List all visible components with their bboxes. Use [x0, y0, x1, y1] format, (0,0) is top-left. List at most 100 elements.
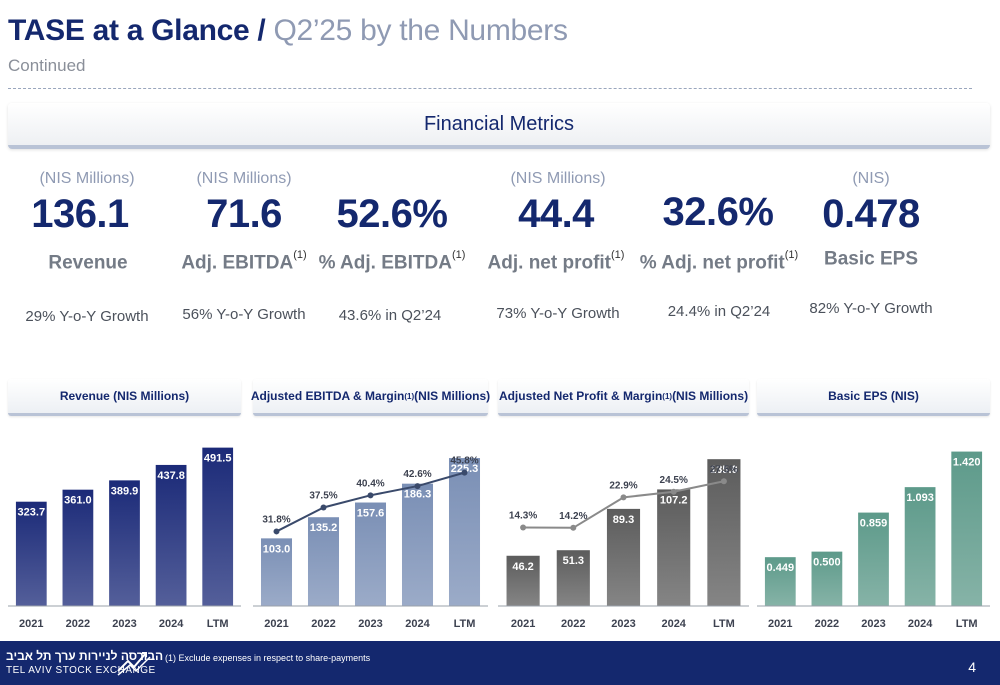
- revenue-category-label: 2021: [19, 618, 43, 630]
- revenue-bar-ltm: [202, 447, 234, 606]
- banner-label: Financial Metrics: [423, 113, 575, 135]
- metric-unit-ebitda: (NIS Millions): [196, 170, 292, 187]
- footnote-marker: (1): [662, 391, 673, 401]
- footer-bar: הבורסה לניירות ערך תל אביב TEL AVIV STOC…: [0, 641, 1000, 685]
- eps-bar-2022: [811, 551, 843, 606]
- revenue-value-label: 491.5: [204, 453, 232, 465]
- metric-label-ebitda-margin: % Adj. EBITDA(1): [318, 249, 466, 274]
- net-profit-category-label: LTM: [713, 618, 735, 630]
- net-profit-bar-2024: [657, 489, 691, 606]
- metric-value-net-margin: 32.6%: [662, 190, 774, 234]
- net-profit-category-label: 2024: [661, 618, 686, 630]
- financial-metrics-banner: Financial Metrics: [8, 103, 990, 149]
- revenue-value-label: 389.9: [111, 485, 139, 497]
- ebitda-margin-point: [273, 528, 280, 535]
- eps-category-label: 2023: [861, 618, 885, 630]
- metric-label-net-margin: % Adj. net profit(1): [639, 249, 799, 274]
- metric-unit-net-profit: (NIS Millions): [510, 170, 606, 187]
- dashed-divider: [8, 88, 972, 89]
- chart-title-text: Revenue (NIS Millions): [59, 389, 190, 403]
- chart-title-suffix: (NIS Millions): [414, 389, 491, 403]
- footnote-marker: (1): [784, 249, 799, 261]
- eps-category-label: 2021: [768, 618, 792, 630]
- ebitda-value-label: 186.3: [404, 489, 432, 501]
- ebitda-margin-label: 31.8%: [262, 514, 290, 525]
- footnote-marker: (1): [451, 249, 466, 261]
- eps-value-label: 0.449: [767, 562, 795, 574]
- eps-bar-2023: [858, 512, 889, 606]
- logo-hebrew-text: הבורסה לניירות ערך תל אביב: [6, 649, 164, 663]
- ebitda-category-label: 2022: [311, 618, 335, 630]
- revenue-category-label: 2024: [159, 618, 184, 630]
- net-profit-margin-label: 24.5%: [660, 475, 688, 486]
- page-title: TASE at a Glance / Q2’25 by the Numbers: [8, 14, 568, 48]
- net-profit-margin-point: [570, 524, 577, 531]
- metric-value-net-profit: 44.4: [518, 192, 594, 236]
- eps-value-label: 0.500: [813, 557, 841, 569]
- metric-label-text: % Adj. net profit: [639, 252, 785, 274]
- ebitda-bar-2022: [307, 517, 340, 606]
- net-profit-category-label: 2021: [511, 618, 535, 630]
- ebitda-category-label: LTM: [454, 618, 476, 630]
- chart-title-ebitda: Adjusted EBITDA & Margin (1) (NIS Million…: [251, 379, 491, 416]
- metric-label-ebitda: Adj. EBITDA(1): [181, 249, 306, 274]
- net-profit-margin-label: 14.2%: [559, 511, 587, 522]
- tase-logo-icon: [117, 652, 151, 676]
- metric-label-text: Basic EPS: [824, 248, 918, 270]
- metric-value-revenue: 136.1: [31, 192, 129, 236]
- net-profit-category-label: 2022: [561, 618, 585, 630]
- metric-label-text: Adj. EBITDA: [181, 252, 294, 274]
- net-profit-margin-point: [720, 478, 727, 485]
- metric-note-ebitda: 56% Y-o-Y Growth: [182, 306, 306, 323]
- ebitda-margin-point: [414, 483, 421, 490]
- ebitda-bar-2021: [260, 538, 293, 606]
- ebitda-bar-2024: [401, 483, 434, 606]
- net-profit-value-label: 51.3: [563, 555, 584, 567]
- eps-category-label: 2022: [815, 618, 839, 630]
- chart-title-eps: Basic EPS (NIS): [757, 379, 990, 416]
- eps-value-label: 1.420: [953, 457, 981, 469]
- logo-english-text: TEL AVIV STOCK EXCHANGE: [6, 665, 156, 676]
- eps-bar-2021: [764, 557, 796, 606]
- revenue-bar-2021: [15, 501, 47, 606]
- metric-note-net-profit: 73% Y-o-Y Growth: [496, 305, 620, 322]
- metric-note-revenue: 29% Y-o-Y Growth: [25, 308, 149, 325]
- footnote-marker: (1): [404, 391, 415, 401]
- ebitda-margin-point: [367, 492, 374, 499]
- ebitda-margin-point: [320, 504, 327, 511]
- metric-value-ebitda: 71.6: [206, 192, 282, 236]
- ebitda-value-label: 157.6: [357, 508, 385, 520]
- net-profit-margin-label: 22.9%: [609, 480, 637, 491]
- revenue-value-label: 323.7: [18, 507, 46, 519]
- ebitda-category-label: 2021: [264, 618, 288, 630]
- metric-label-text: Adj. net profit: [487, 252, 612, 274]
- ebitda-bar-2023: [354, 502, 387, 606]
- net-profit-value-label: 135.0: [710, 464, 738, 476]
- eps-category-label: LTM: [956, 618, 978, 630]
- eps-category-label: 2024: [908, 618, 933, 630]
- ebitda-margin-label: 40.4%: [356, 478, 384, 489]
- footnote: (1) Exclude expenses in respect to share…: [165, 653, 371, 663]
- net-profit-margin-label: 14.3%: [509, 510, 537, 521]
- title-sub: Q2’25 by the Numbers: [273, 14, 568, 47]
- footnote-marker: (1): [611, 249, 625, 261]
- net-profit-margin-point: [620, 494, 627, 501]
- page-subtitle: Continued: [8, 56, 86, 75]
- ebitda-margin-label: 37.5%: [309, 491, 337, 502]
- ebitda-value-label: 103.0: [263, 543, 291, 555]
- revenue-value-label: 437.8: [157, 470, 185, 482]
- net-profit-category-label: 2023: [611, 618, 635, 630]
- ebitda-category-label: 2023: [358, 618, 382, 630]
- metric-unit-eps: (NIS): [852, 170, 890, 187]
- revenue-bar-2024: [155, 464, 187, 606]
- eps-bar-ltm: [951, 451, 983, 606]
- chart-title-text: Basic EPS (NIS): [828, 389, 919, 403]
- net-profit-margin-point: [670, 488, 677, 495]
- net-profit-value-label: 89.3: [613, 514, 634, 526]
- title-main: TASE at a Glance /: [8, 14, 266, 47]
- metric-label-text: % Adj. EBITDA: [318, 252, 452, 274]
- net-profit-margin-label: 27.5%: [710, 464, 738, 475]
- metric-label-net-profit: Adj. net profit(1): [487, 249, 625, 274]
- chart-title-revenue: Revenue (NIS Millions): [8, 379, 241, 416]
- eps-value-label: 0.859: [860, 518, 888, 530]
